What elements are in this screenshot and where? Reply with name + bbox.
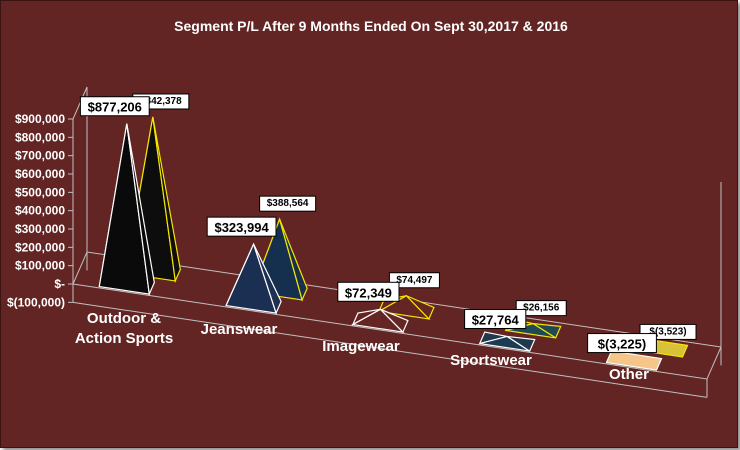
data-label: $74,497 (396, 275, 433, 286)
pyramid-right-face (253, 243, 282, 315)
data-label-box (515, 300, 567, 317)
pyramid-right-face (152, 116, 181, 284)
y-tick-label: $100,000 (15, 259, 65, 273)
category-label-2: Imagewear (322, 338, 400, 355)
category-label-line: Jeanswear (201, 321, 278, 338)
pyramid-front-3: $27,764 (464, 308, 536, 352)
category-label-0: Outdoor & Action Sports (75, 310, 173, 347)
data-label: $72,349 (345, 285, 392, 300)
pyramid-front-4: $(3,225) (587, 333, 663, 371)
pyramid-right-face (532, 323, 562, 339)
chart-axes (72, 86, 722, 398)
y-tick-label: $900,000 (15, 112, 65, 126)
pyramid-right-face (379, 308, 409, 334)
category-label-line: Other (609, 366, 649, 383)
chart-marks: $842,378 $388,564 $74,497 $26,156 $(3,523) $8… (79, 93, 697, 371)
pyramid-front-1: $323,994 (206, 216, 282, 315)
data-label: $323,994 (214, 220, 269, 235)
data-label-box (587, 333, 657, 354)
category-label-line: Sportswear (450, 352, 532, 369)
pyramid-right-face (126, 123, 155, 297)
category-label-line: Outdoor & (87, 310, 161, 327)
data-label: $27,764 (472, 312, 520, 327)
y-tick-label: $700,000 (15, 149, 65, 163)
pyramid-base (605, 350, 663, 371)
category-label-4: Other (609, 366, 649, 383)
data-label-box (464, 308, 527, 329)
y-tick-label: $500,000 (15, 185, 65, 199)
category-label-line: Action Sports (75, 330, 173, 347)
pyramid-right-face (279, 218, 308, 302)
pyramid-right-face (506, 335, 536, 352)
data-label-box (206, 216, 277, 237)
y-axis-ticks: $(100,000) $- $100,000 $200,000 $300,000 $400… (7, 112, 73, 309)
data-label-box (337, 281, 400, 302)
data-label-box (259, 195, 317, 212)
data-label: $(3,225) (598, 337, 646, 352)
y-tick-label: $200,000 (15, 240, 65, 254)
category-label-3: Sportswear (450, 352, 532, 369)
data-label-box (388, 272, 440, 289)
y-tick-label: $800,000 (15, 130, 65, 144)
y-tick-label: $(100,000) (7, 295, 65, 309)
chart-title: Segment P/L After 9 Months Ended On Sept… (174, 18, 568, 34)
floor-front-edge (72, 301, 708, 398)
pyramid-front-0: $877,206 (79, 96, 155, 297)
pyramid-right-face (405, 295, 435, 320)
data-label: $877,206 (88, 100, 142, 115)
pyramid-front-2: $72,349 (337, 281, 409, 334)
y-tick-label: $600,000 (15, 167, 65, 181)
y-tick-label: $300,000 (15, 222, 65, 236)
data-label: $26,156 (523, 303, 560, 314)
data-label: $(3,523) (649, 326, 686, 337)
category-label-1: Jeanswear (201, 321, 278, 338)
data-label: $388,564 (267, 198, 309, 209)
category-label-line: Imagewear (322, 338, 400, 355)
y-tick-label: $- (54, 277, 65, 291)
data-label-box (79, 96, 150, 117)
y-tick-label: $400,000 (15, 204, 65, 218)
category-labels: Outdoor & Action Sports Jeanswear Imagewear… (75, 310, 649, 383)
pyramid-back-2: $74,497 (377, 272, 440, 320)
data-label: $842,378 (140, 96, 182, 107)
